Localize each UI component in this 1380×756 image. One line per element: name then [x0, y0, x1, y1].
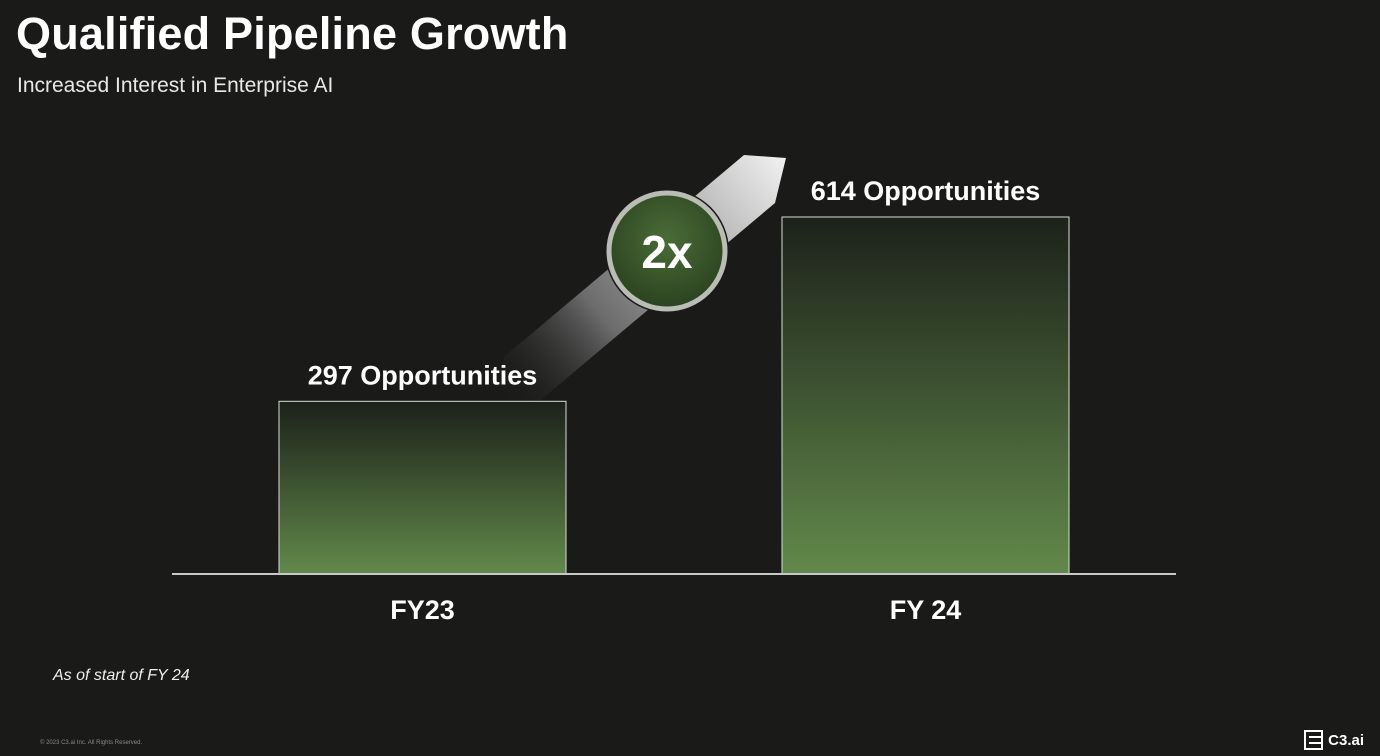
footnote: As of start of FY 24 [53, 667, 190, 684]
brand-name: C3.ai [1328, 731, 1364, 749]
badge-circle [606, 190, 728, 312]
badge-text: 2x [641, 226, 693, 278]
bar-2 [781, 216, 1070, 575]
growth-badge: 2x [605, 189, 729, 313]
brand-logo: C3.ai [1304, 730, 1364, 750]
bars-group [278, 216, 1070, 575]
category-label-2: FY 24 [890, 595, 962, 625]
data-label-2: 614 Opportunities [811, 176, 1041, 206]
data-label-1: 297 Opportunities [308, 360, 538, 390]
c3-logo-icon [1304, 730, 1324, 750]
bar-1 [278, 400, 567, 575]
slide-title: Qualified Pipeline Growth [16, 8, 569, 59]
labels-group: 297 Opportunities FY23 614 Opportunities FY… [308, 176, 1041, 625]
category-label-1: FY23 [390, 595, 455, 625]
copyright-notice: © 2023 C3.ai Inc. All Rights Reserved. [40, 740, 143, 746]
slide-subtitle: Increased Interest in Enterprise AI [17, 74, 334, 97]
